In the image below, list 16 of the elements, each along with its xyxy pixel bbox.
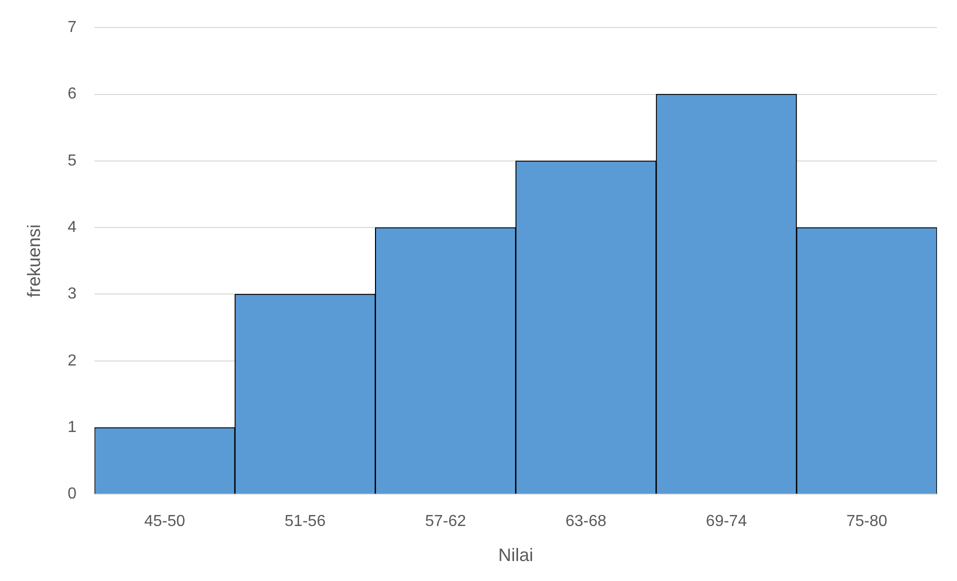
x-tick-label: 57-62 bbox=[425, 513, 466, 530]
y-tick-label: 6 bbox=[68, 86, 77, 103]
y-tick-label: 5 bbox=[68, 152, 77, 170]
y-axis-title: frekuensi bbox=[24, 224, 44, 298]
x-axis-title: Nilai bbox=[498, 545, 534, 566]
x-tick-label: 51-56 bbox=[284, 513, 326, 530]
x-tick-label: 75-80 bbox=[846, 513, 888, 530]
x-tick-label: 69-74 bbox=[706, 513, 747, 530]
y-tick-label: 4 bbox=[68, 218, 77, 236]
y-tick-label: 1 bbox=[68, 418, 77, 436]
y-tick-label: 7 bbox=[68, 19, 77, 36]
y-tick-label: 2 bbox=[68, 352, 77, 370]
x-tick-label: 63-68 bbox=[565, 513, 607, 530]
y-tick-label: 3 bbox=[68, 286, 77, 303]
x-tick-label: 45-50 bbox=[144, 513, 186, 530]
y-tick-label: 0 bbox=[68, 486, 77, 503]
